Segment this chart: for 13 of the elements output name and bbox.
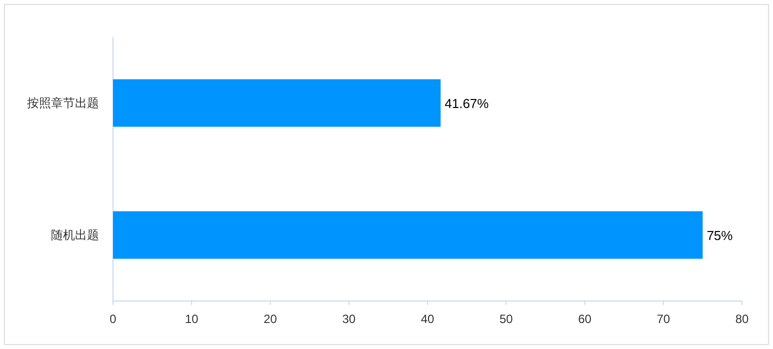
x-tick-label: 50 <box>499 312 514 326</box>
data-label: 41.67% <box>444 96 490 111</box>
x-tick-label: 30 <box>342 312 356 326</box>
x-tick-label: 40 <box>420 312 434 326</box>
data-label: 75% <box>706 228 734 243</box>
x-tick-label: 70 <box>656 312 670 326</box>
x-tick-label: 20 <box>264 312 278 326</box>
x-tick-label: 0 <box>110 312 117 326</box>
x-tick-label: 10 <box>184 312 199 326</box>
y-tick-label: 随机出题 <box>51 228 99 242</box>
x-tick-label: 80 <box>735 312 749 326</box>
x-tick-label: 60 <box>578 312 592 326</box>
y-tick-label: 按照章节出题 <box>27 96 99 110</box>
